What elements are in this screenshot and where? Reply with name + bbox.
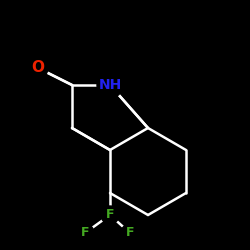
Circle shape (101, 206, 119, 224)
Circle shape (28, 58, 48, 78)
Text: NH: NH (98, 78, 122, 92)
Text: F: F (81, 226, 89, 239)
Circle shape (76, 224, 94, 242)
Circle shape (121, 224, 139, 242)
Text: F: F (126, 226, 134, 239)
Text: F: F (106, 208, 114, 222)
Text: O: O (32, 60, 44, 76)
Circle shape (97, 72, 123, 98)
